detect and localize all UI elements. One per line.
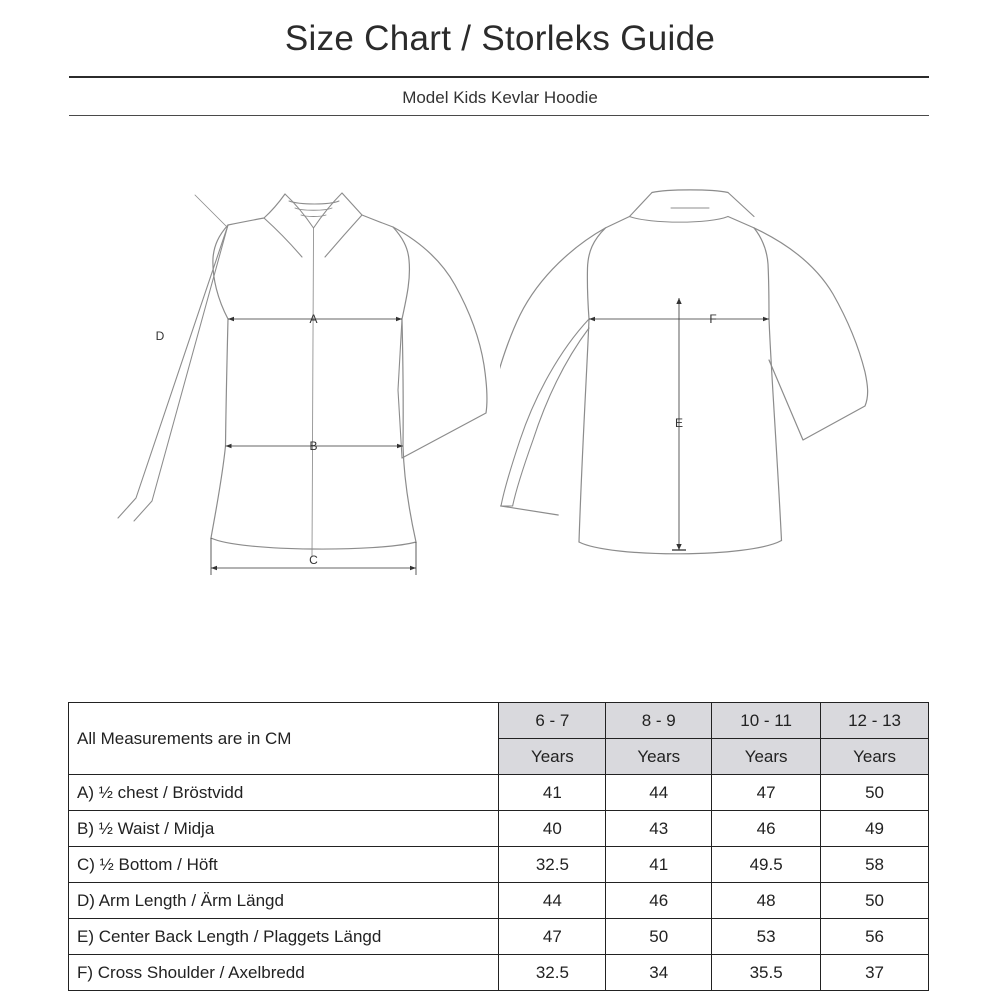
svg-text:C: C <box>309 553 318 567</box>
svg-text:F: F <box>709 312 716 326</box>
svg-text:D: D <box>156 329 165 343</box>
svg-text:B: B <box>309 439 317 453</box>
svg-text:A: A <box>309 312 317 326</box>
svg-text:E: E <box>675 416 683 430</box>
